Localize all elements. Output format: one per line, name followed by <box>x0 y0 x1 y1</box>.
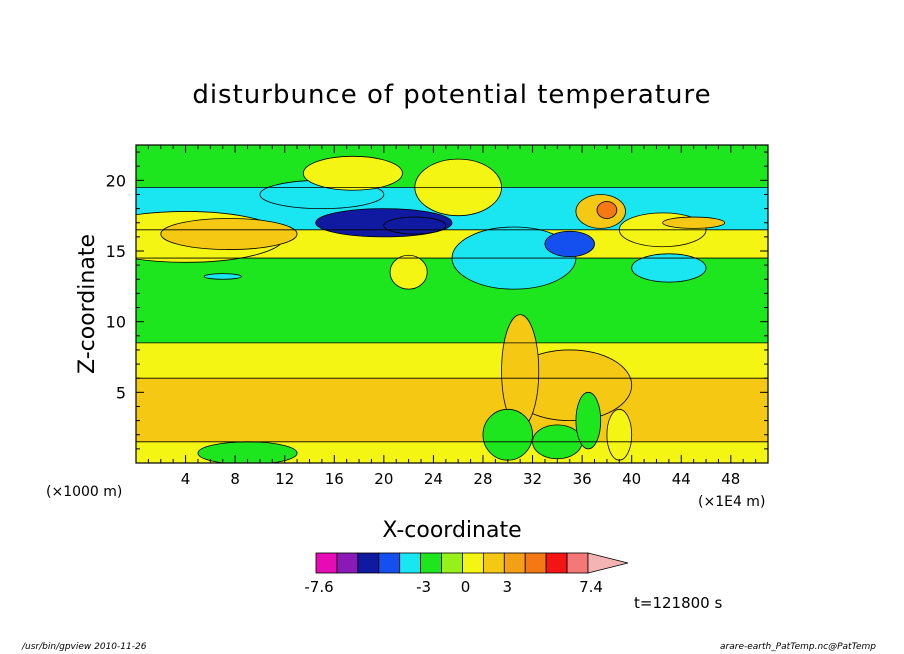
blob-8 <box>596 201 618 219</box>
footer-right: arare-earth_PatTemp.nc@PatTemp <box>720 642 876 652</box>
x-unit-right: (×1E4 m) <box>698 494 765 510</box>
x-tick-label: 36 <box>573 470 592 488</box>
colorbar-swatch <box>315 552 338 574</box>
x-axis: 4 8 12 16 20 24 28 32 36 40 44 48 <box>147 145 757 488</box>
x-tick-label: 32 <box>523 470 542 488</box>
blob-1 <box>160 218 298 250</box>
y-tick-label: 20 <box>106 171 126 190</box>
colorbar-label: 0 <box>461 578 471 596</box>
band-1 <box>136 378 768 442</box>
y-axis-label: Z-coordinate <box>75 234 100 374</box>
x-tick-label: 40 <box>622 470 641 488</box>
y-tick-label: 10 <box>106 313 126 332</box>
y-axis: 5 10 15 20 <box>106 151 768 450</box>
colorbar-label: -3 <box>416 578 431 596</box>
colorbar-arrow <box>587 552 629 574</box>
y-tick-label: 15 <box>106 242 126 261</box>
blob-19 <box>575 391 602 450</box>
blob-4 <box>383 216 447 235</box>
colorbar-swatch <box>545 552 568 574</box>
x-unit-left: (×1000 m) <box>46 484 122 500</box>
colorbar-swatch <box>482 552 505 574</box>
colorbar-swatch <box>336 552 359 574</box>
colorbar-swatch <box>378 552 401 574</box>
colorbar-swatch <box>462 552 484 574</box>
colorbar-label: 3 <box>503 578 513 596</box>
x-tick-label: 28 <box>473 470 492 488</box>
x-tick-label: 8 <box>230 470 240 488</box>
y-tick-label: 5 <box>116 383 126 402</box>
footer-left: /usr/bin/gpview 2010-11-26 <box>22 642 147 652</box>
colorbar-swatch <box>399 552 422 574</box>
blob-17 <box>482 408 533 461</box>
x-tick-label: 4 <box>181 470 191 488</box>
colorbar-swatch <box>420 552 442 574</box>
plot-frame <box>135 144 769 464</box>
colorbar-label: -7.6 <box>304 578 333 596</box>
chart-title: disturbunce of potential temperature <box>192 80 711 110</box>
blob-10 <box>631 253 707 283</box>
x-tick-label: 24 <box>424 470 443 488</box>
x-tick-label: 16 <box>325 470 344 488</box>
blob-14 <box>203 273 242 280</box>
blob-20 <box>606 408 633 461</box>
colorbar-swatch <box>357 552 380 574</box>
blob-22 <box>662 216 726 229</box>
blob-6 <box>544 230 595 258</box>
x-tick-label: 20 <box>374 470 393 488</box>
colorbar: -7.6 -3 0 3 7.4 <box>304 552 629 596</box>
x-axis-label: X-coordinate <box>382 518 521 543</box>
x-tick-label: 12 <box>275 470 294 488</box>
time-annotation: t=121800 s <box>634 594 722 612</box>
colorbar-swatch <box>441 552 463 574</box>
plot-area <box>136 145 768 463</box>
band-2 <box>136 342 768 379</box>
x-tick-label: 44 <box>672 470 691 488</box>
colorbar-swatch <box>566 552 589 574</box>
colorbar-label: 7.4 <box>579 578 603 596</box>
colorbar-swatch <box>524 552 547 574</box>
blob-11 <box>302 155 403 191</box>
colorbar-swatch <box>503 552 526 574</box>
blob-13 <box>389 254 428 290</box>
x-tick-label: 48 <box>721 470 740 488</box>
